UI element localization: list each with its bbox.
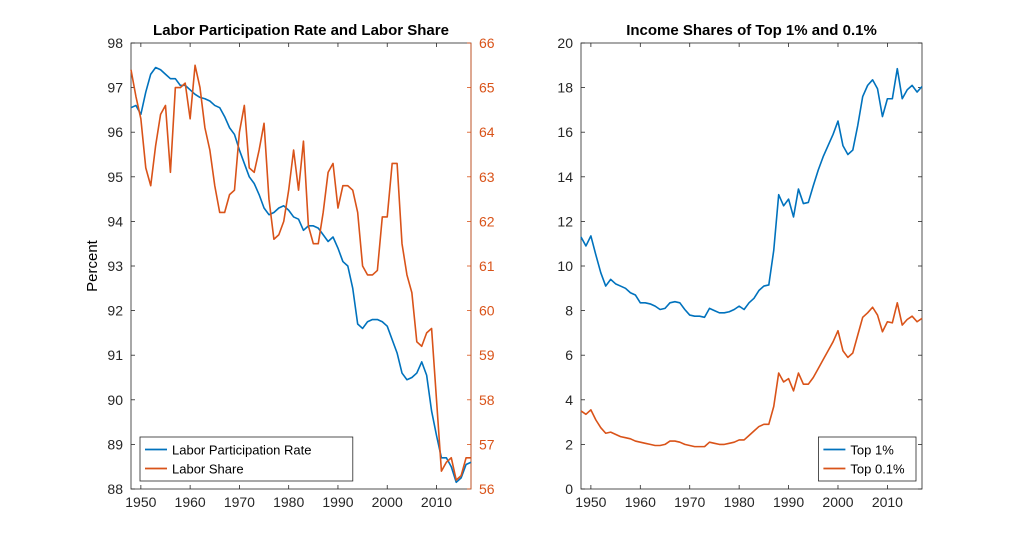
y2-tick-label: 58 (479, 392, 495, 408)
y-tick-label: 94 (107, 213, 123, 229)
y-tick-label: 91 (107, 347, 123, 363)
y-tick-label: 88 (107, 481, 123, 497)
x-tick-label: 1950 (575, 494, 606, 510)
legend-label: Top 1% (850, 443, 894, 458)
y-tick-label: 18 (557, 80, 573, 96)
y-tick-label: 97 (107, 80, 123, 96)
y-tick-label: 4 (565, 392, 573, 408)
x-tick-label: 2010 (872, 494, 903, 510)
y-tick-label: 2 (565, 436, 573, 452)
y-tick-label: 89 (107, 436, 123, 452)
y-tick-label: 10 (557, 258, 573, 274)
y2-tick-label: 56 (479, 481, 495, 497)
x-tick-label: 1950 (125, 494, 156, 510)
chart-title: Labor Participation Rate and Labor Share (153, 22, 449, 39)
y-tick-label: 98 (107, 35, 123, 51)
legend-label: Labor Participation Rate (172, 443, 311, 458)
x-tick-label: 1960 (175, 494, 206, 510)
y2-tick-label: 64 (479, 124, 495, 140)
y2-tick-label: 65 (479, 80, 495, 96)
y2-tick-label: 62 (479, 213, 495, 229)
y-tick-label: 95 (107, 169, 123, 185)
y-tick-label: 6 (565, 347, 573, 363)
y2-tick-label: 66 (479, 35, 495, 51)
x-tick-label: 1970 (224, 494, 255, 510)
chart-income-shares: 1950 1960 1970 1980 1990 2000 2010 0 2 4 6 8 10 12 14 1… (557, 22, 923, 510)
y-tick-label: 16 (557, 124, 573, 140)
y-tick-label: 96 (107, 124, 123, 140)
series-line-top-0-1- (580, 302, 923, 448)
x-tick-label: 2000 (372, 494, 403, 510)
y-axis-label: Percent (84, 239, 101, 292)
y-tick-label: 92 (107, 303, 123, 319)
y-tick-label: 90 (107, 392, 123, 408)
x-tick-label: 1980 (724, 494, 755, 510)
x-tick-label: 1960 (625, 494, 656, 510)
x-tick-label: 2000 (822, 494, 853, 510)
x-tick-label: 1980 (273, 494, 304, 510)
y-tick-label: 20 (557, 35, 573, 51)
y2-tick-label: 60 (479, 303, 495, 319)
y2-tick-label: 57 (479, 436, 495, 452)
y-tick-label: 14 (557, 169, 573, 185)
series-line-top-1- (580, 67, 923, 319)
plot-area-frame (580, 42, 923, 490)
chart-labor-participation: 1950 1960 1970 1980 1990 2000 2010 88 89 90 91 92 93… (84, 22, 495, 510)
legend: Top 1% Top 0.1% (818, 436, 917, 482)
plot-area-frame (130, 42, 472, 490)
series-line-labor-share (130, 64, 471, 481)
y-tick-label: 8 (565, 303, 573, 319)
x-tick-label: 1990 (773, 494, 804, 510)
legend: Labor Participation Rate Labor Share (139, 436, 354, 482)
legend-label: Top 0.1% (850, 462, 905, 477)
y2-tick-label: 63 (479, 169, 495, 185)
series-line-labor-participation-rate (130, 66, 472, 484)
legend-box (139, 436, 354, 482)
legend-box (818, 436, 917, 482)
y2-tick-label: 59 (479, 347, 495, 363)
x-tick-label: 1990 (322, 494, 353, 510)
x-tick-label: 2010 (421, 494, 452, 510)
legend-label: Labor Share (172, 462, 244, 477)
y-tick-label: 93 (107, 258, 123, 274)
y-tick-label: 0 (565, 481, 573, 497)
y2-tick-label: 61 (479, 258, 495, 274)
chart-title: Income Shares of Top 1% and 0.1% (626, 22, 877, 39)
y-tick-label: 12 (557, 213, 573, 229)
x-tick-label: 1970 (674, 494, 705, 510)
